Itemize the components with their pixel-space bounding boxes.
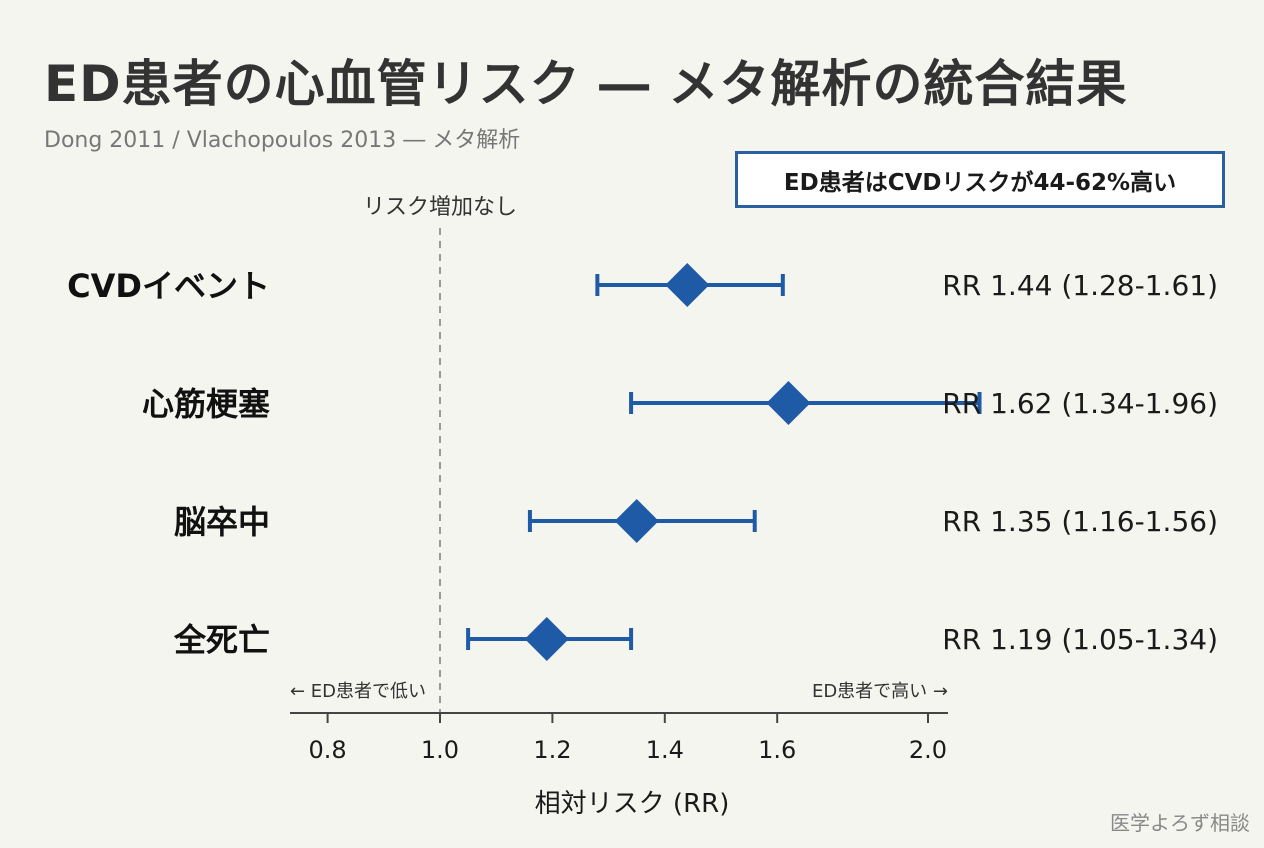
reference-group: リスク増加なし bbox=[363, 195, 517, 713]
direction-right-label: ED患者で高い → bbox=[812, 681, 948, 702]
chart-subtitle: Dong 2011 / Vlachopoulos 2013 ― メタ解析 bbox=[44, 128, 521, 153]
forest-row: CVDイベント RR 1.44 (1.28-1.61) bbox=[67, 263, 1218, 307]
rr-value-label: RR 1.62 (1.34-1.96) bbox=[942, 387, 1218, 420]
x-tick-label: 1.4 bbox=[646, 736, 684, 764]
row-label: 全死亡 bbox=[173, 621, 270, 659]
point-estimate-diamond bbox=[766, 381, 811, 425]
rr-value-label: RR 1.19 (1.05-1.34) bbox=[942, 623, 1218, 656]
x-axis: 0.8 1.0 1.2 1.4 1.6 2.0 ← ED患者で低い ED患者で高い → 相… bbox=[290, 681, 948, 819]
reference-label: リスク増加なし bbox=[363, 195, 517, 220]
point-estimate-diamond bbox=[614, 499, 659, 543]
row-label: 心筋梗塞 bbox=[142, 385, 270, 423]
point-estimate-diamond bbox=[524, 617, 569, 661]
x-axis-ticks: 0.8 1.0 1.2 1.4 1.6 2.0 bbox=[309, 713, 947, 764]
x-tick-label: 1.2 bbox=[533, 736, 571, 764]
x-axis-label: 相対リスク (RR) bbox=[535, 789, 730, 819]
x-tick-label: 0.8 bbox=[309, 736, 347, 764]
row-label: CVDイベント bbox=[67, 267, 270, 305]
watermark: 医学よろず相談 bbox=[1110, 811, 1250, 835]
forest-row: 心筋梗塞 RR 1.62 (1.34-1.96) bbox=[142, 381, 1218, 425]
summary-callout: ED患者はCVDリスクが44-62%高い bbox=[735, 151, 1225, 208]
chart-title: ED患者の心血管リスク ― メタ解析の統合結果 bbox=[44, 55, 1128, 113]
forest-rows: CVDイベント RR 1.44 (1.28-1.61) 心筋梗塞 RR 1.62 (1… bbox=[67, 263, 1218, 661]
row-label: 脳卒中 bbox=[174, 503, 270, 541]
forest-row: 全死亡 RR 1.19 (1.05-1.34) bbox=[173, 617, 1218, 661]
rr-value-label: RR 1.35 (1.16-1.56) bbox=[942, 505, 1218, 538]
rr-value-label: RR 1.44 (1.28-1.61) bbox=[942, 269, 1218, 302]
x-tick-label: 2.0 bbox=[909, 736, 947, 764]
direction-left-label: ← ED患者で低い bbox=[290, 681, 426, 702]
x-tick-label: 1.0 bbox=[421, 736, 459, 764]
forest-row: 脳卒中 RR 1.35 (1.16-1.56) bbox=[174, 499, 1218, 543]
x-tick-label: 1.6 bbox=[758, 736, 796, 764]
point-estimate-diamond bbox=[665, 263, 710, 307]
